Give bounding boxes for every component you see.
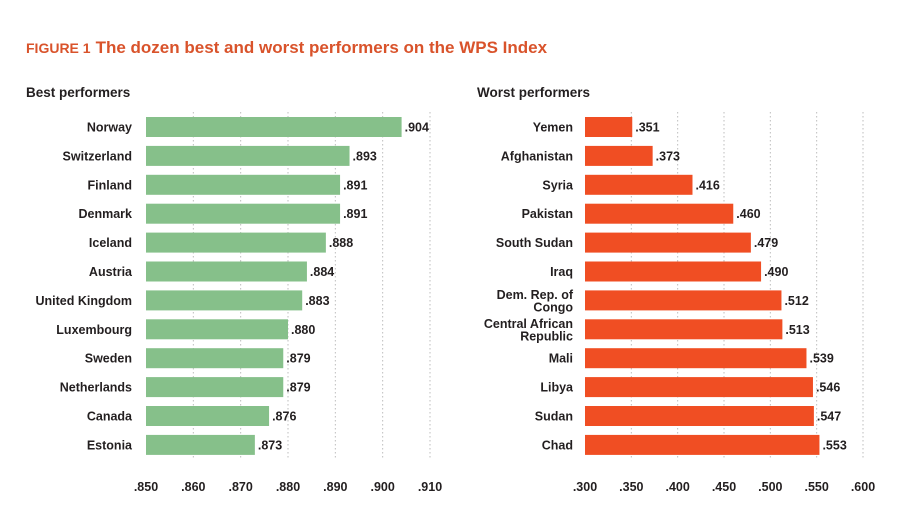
worst-category-label: Pakistan xyxy=(522,207,573,221)
worst-bar xyxy=(585,261,762,282)
worst-tick-label: .450 xyxy=(712,480,736,494)
worst-tick-label: .550 xyxy=(804,480,828,494)
best-bar xyxy=(146,203,341,224)
best-category-label: Estonia xyxy=(87,438,133,452)
worst-tick-label: .500 xyxy=(758,480,782,494)
worst-value-label: .547 xyxy=(817,410,841,424)
figure-title: FIGURE 1 The dozen best and worst perform… xyxy=(26,38,547,58)
worst-tick-label: .400 xyxy=(665,480,689,494)
worst-category-label-line: Central African xyxy=(484,317,573,331)
worst-value-label: .553 xyxy=(822,438,846,452)
best-bar xyxy=(146,290,303,311)
best-category-label: Sweden xyxy=(85,352,132,366)
best-bar xyxy=(146,145,350,166)
best-value-label: .904 xyxy=(405,121,429,135)
worst-value-label: .513 xyxy=(785,323,809,337)
worst-category-label-line: Congo xyxy=(533,300,573,314)
best-category-label: Canada xyxy=(87,410,133,424)
figure-label: FIGURE 1 xyxy=(26,40,91,56)
worst-value-label: .490 xyxy=(764,265,788,279)
worst-value-label: .351 xyxy=(635,121,659,135)
best-tick-label: .890 xyxy=(323,480,347,494)
worst-tick-label: .600 xyxy=(851,480,875,494)
worst-category-label-line: Republic xyxy=(520,329,573,343)
worst-category-label: Chad xyxy=(542,438,573,452)
worst-value-label: .539 xyxy=(809,352,833,366)
best-bar xyxy=(146,434,255,455)
worst-bar xyxy=(585,348,807,369)
worst-performers-title: Worst performers xyxy=(477,85,591,100)
worst-bar xyxy=(585,319,783,340)
best-tick-label: .900 xyxy=(370,480,394,494)
best-tick-label: .870 xyxy=(228,480,252,494)
best-bar xyxy=(146,377,284,398)
worst-bar xyxy=(585,174,693,195)
worst-category-label: Afghanistan xyxy=(501,149,573,163)
worst-value-label: .479 xyxy=(754,236,778,250)
worst-value-label: .416 xyxy=(695,178,719,192)
best-bar xyxy=(146,348,284,369)
worst-tick-label: .300 xyxy=(573,480,597,494)
best-category-label: Netherlands xyxy=(60,381,132,395)
worst-category-label: Syria xyxy=(542,178,574,192)
worst-bar xyxy=(585,406,814,426)
worst-tick-label: .350 xyxy=(619,480,643,494)
worst-value-label: .546 xyxy=(816,381,840,395)
worst-category-label: Iraq xyxy=(550,265,573,279)
best-category-label: Finland xyxy=(88,178,132,192)
best-tick-label: .860 xyxy=(181,480,205,494)
worst-value-label: .373 xyxy=(656,149,680,163)
worst-bar xyxy=(585,203,734,224)
best-value-label: .891 xyxy=(343,178,367,192)
best-value-label: .880 xyxy=(291,323,315,337)
best-bar xyxy=(146,261,307,282)
best-value-label: .884 xyxy=(310,265,334,279)
worst-category-label: South Sudan xyxy=(496,236,573,250)
worst-category-label: Mali xyxy=(549,352,573,366)
best-bar xyxy=(146,406,270,426)
worst-category-label: Libya xyxy=(540,381,574,395)
best-bar xyxy=(146,117,402,137)
worst-category-label: Yemen xyxy=(533,121,573,135)
best-value-label: .891 xyxy=(343,207,367,221)
best-value-label: .893 xyxy=(353,149,377,163)
best-bar xyxy=(146,232,326,253)
worst-value-label: .460 xyxy=(736,207,760,221)
worst-bar xyxy=(585,434,820,455)
best-category-label: United Kingdom xyxy=(35,294,132,308)
worst-category-label: Sudan xyxy=(535,410,573,424)
worst-bar xyxy=(585,145,653,166)
best-value-label: .879 xyxy=(286,352,310,366)
best-performers-title: Best performers xyxy=(26,85,131,100)
best-category-label: Switzerland xyxy=(63,149,132,163)
best-bar xyxy=(146,319,288,340)
worst-bar xyxy=(585,117,633,137)
best-value-label: .883 xyxy=(305,294,329,308)
best-category-label: Iceland xyxy=(89,236,132,250)
figure-title-text: The dozen best and worst performers on t… xyxy=(95,38,548,57)
best-category-label: Norway xyxy=(87,121,132,135)
best-category-label: Austria xyxy=(89,265,133,279)
worst-category-label-line: Dem. Rep. of xyxy=(497,288,574,302)
best-tick-label: .850 xyxy=(134,480,158,494)
worst-bar xyxy=(585,232,751,253)
best-value-label: .888 xyxy=(329,236,353,250)
best-category-label: Denmark xyxy=(79,207,133,221)
best-tick-label: .910 xyxy=(418,480,442,494)
best-value-label: .873 xyxy=(258,438,282,452)
best-value-label: .876 xyxy=(272,410,296,424)
best-category-label: Luxembourg xyxy=(56,323,132,337)
worst-value-label: .512 xyxy=(784,294,808,308)
worst-bar xyxy=(585,377,813,398)
worst-bar xyxy=(585,290,782,311)
best-value-label: .879 xyxy=(286,381,310,395)
best-tick-label: .880 xyxy=(276,480,300,494)
best-bar xyxy=(146,174,341,195)
